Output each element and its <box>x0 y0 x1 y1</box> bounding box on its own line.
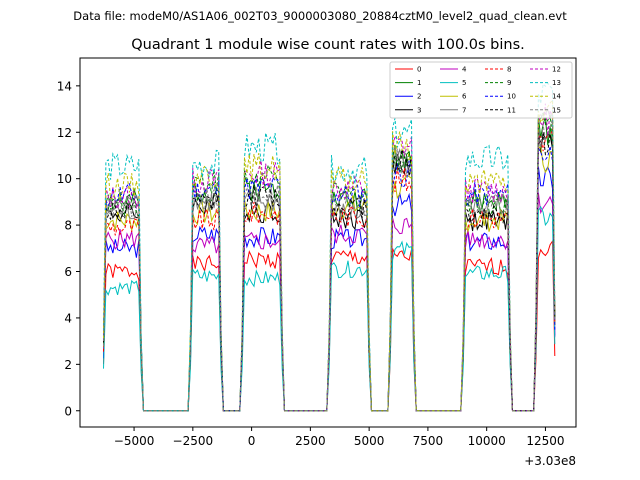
series-line-12 <box>103 103 556 412</box>
chart-title: Quadrant 1 module wise count rates with … <box>131 37 525 53</box>
figure-suptitle: Data file: modeM0/AS1A06_002T03_90000030… <box>73 9 567 23</box>
legend-label-5: 5 <box>462 79 466 87</box>
legend-label-8: 8 <box>507 66 511 74</box>
y-tick-label: 14 <box>57 79 72 93</box>
series-line-10 <box>103 146 556 412</box>
legend-label-0: 0 <box>417 66 421 74</box>
legend-label-9: 9 <box>507 79 511 87</box>
series-layer <box>103 82 556 412</box>
x-tick-label: 2500 <box>295 434 326 448</box>
legend-label-4: 4 <box>462 66 467 74</box>
x-tick-label: 7500 <box>413 434 444 448</box>
legend-label-1: 1 <box>417 79 421 87</box>
legend-label-15: 15 <box>552 106 561 114</box>
y-tick-label: 6 <box>64 265 72 279</box>
legend-label-14: 14 <box>552 93 561 101</box>
legend-label-3: 3 <box>417 106 421 114</box>
legend-label-7: 7 <box>462 106 466 114</box>
x-tick-label: 0 <box>248 434 256 448</box>
legend-label-13: 13 <box>552 79 561 87</box>
x-tick-label: −5000 <box>114 434 155 448</box>
legend-label-10: 10 <box>507 93 516 101</box>
x-tick-label: −2500 <box>173 434 214 448</box>
legend-frame <box>389 61 573 119</box>
series-line-15 <box>103 119 556 412</box>
x-tick-label: 12500 <box>526 434 564 448</box>
y-tick-label: 0 <box>64 404 72 418</box>
legend-label-6: 6 <box>462 93 467 101</box>
x-tick-label: 5000 <box>354 434 385 448</box>
y-tick-label: 8 <box>64 219 72 233</box>
y-tick-label: 4 <box>64 311 72 325</box>
y-tick-label: 2 <box>64 358 72 372</box>
y-tick-label: 12 <box>57 126 72 140</box>
x-tick-label: 10000 <box>468 434 506 448</box>
legend-label-2: 2 <box>417 93 421 101</box>
axes-frame <box>79 57 577 428</box>
x-offset-label: +3.03e8 <box>524 454 576 468</box>
legend-label-12: 12 <box>552 66 561 74</box>
axes: −5000 −2500 0 2500 5000 7500 10000 125000246810… <box>57 57 577 448</box>
legend-label-11: 11 <box>507 106 516 114</box>
y-tick-label: 10 <box>57 172 72 186</box>
